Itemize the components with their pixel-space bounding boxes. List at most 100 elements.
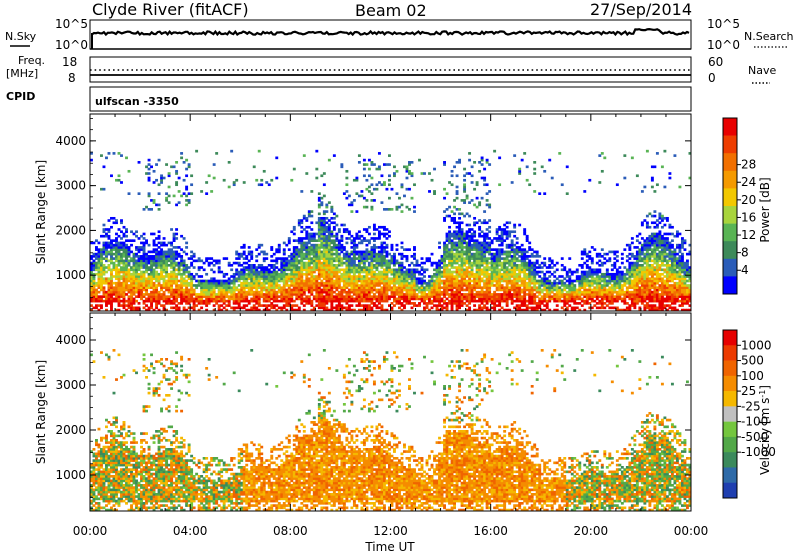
heat-cell (352, 255, 356, 258)
heat-cell (90, 266, 93, 269)
heat-cell (468, 248, 472, 251)
heat-cell (312, 308, 316, 312)
heat-cell (367, 174, 371, 178)
heat-cell (310, 250, 314, 254)
heat-cell (550, 286, 554, 290)
heat-cell (170, 248, 174, 251)
heat-cell (322, 295, 326, 298)
heat-cell (548, 270, 552, 274)
heat-cell (105, 248, 108, 251)
heat-cell (350, 297, 354, 301)
heat-cell (257, 277, 261, 281)
heat-cell (172, 194, 176, 198)
heat-cell (295, 255, 299, 258)
heat-cell (285, 268, 289, 272)
heat-cell (370, 259, 374, 263)
heat-cell (347, 232, 351, 236)
heat-cell (450, 259, 454, 263)
heat-cell (110, 299, 113, 303)
heat-cell (105, 234, 108, 238)
heat-cell (505, 286, 509, 290)
heat-cell (337, 241, 341, 245)
heat-cell (337, 304, 341, 307)
heat-cell (450, 210, 454, 213)
heat-cell (297, 308, 301, 312)
heat-cell (515, 263, 519, 267)
heat-cell (455, 246, 459, 249)
heat-cell (267, 281, 271, 285)
heat-cell (300, 293, 304, 296)
heat-cell (255, 266, 259, 269)
heat-cell (257, 297, 261, 301)
heat-cell (388, 304, 391, 307)
heat-cell (145, 266, 148, 269)
heat-cell (187, 275, 191, 278)
heat-cell (357, 295, 361, 298)
heat-cell (100, 272, 103, 276)
heat-cell (510, 302, 514, 305)
heat-cell (385, 295, 389, 298)
heat-cell (200, 299, 204, 303)
heat-cell (317, 304, 321, 307)
heat-cell (505, 234, 509, 238)
heat-cell (337, 275, 341, 278)
heat-cell (380, 257, 384, 260)
heat-cell (182, 192, 186, 195)
heat-cell (322, 290, 326, 294)
heat-cell (335, 304, 339, 307)
heat-cell (170, 277, 174, 281)
heat-cell (102, 288, 106, 292)
heat-cell (505, 297, 509, 301)
heat-cell (400, 275, 404, 278)
heat-cell (445, 302, 449, 305)
heat-cell (260, 272, 264, 276)
heat-cell (408, 208, 411, 211)
heat-cell (305, 268, 309, 272)
heat-cell (237, 297, 241, 301)
heat-cell (282, 261, 286, 265)
heat-cell (468, 261, 472, 265)
heat-cell (142, 263, 146, 267)
heat-cell (260, 281, 264, 285)
heat-cell (342, 290, 346, 294)
heat-cell (460, 248, 464, 251)
heat-cell (453, 293, 456, 296)
heat-cell (290, 259, 294, 263)
heat-cell (443, 248, 446, 251)
heat-cell (382, 275, 386, 278)
heat-cell (265, 297, 269, 301)
heat-cell (503, 295, 507, 298)
heat-cell (513, 288, 517, 292)
heat-cell (430, 286, 434, 290)
heat-cell (458, 304, 462, 307)
heat-cell (230, 281, 234, 285)
heat-cell (408, 270, 411, 274)
heat-cell (205, 304, 209, 307)
heat-cell (327, 237, 331, 240)
heat-cell (490, 293, 494, 296)
heat-cell (448, 279, 451, 283)
heat-cell (390, 288, 394, 292)
heat-cell (425, 281, 429, 285)
heat-cell (142, 266, 146, 269)
heat-cell (460, 281, 464, 285)
heat-cell (327, 239, 331, 242)
heat-cell (340, 163, 344, 166)
heat-cell (312, 259, 316, 263)
heat-cell (165, 281, 169, 285)
heat-cell (380, 255, 384, 258)
heat-cell (177, 252, 181, 256)
heat-cell (533, 161, 537, 164)
heat-cell (438, 281, 441, 285)
heat-cell (115, 284, 118, 287)
heat-cell (493, 252, 497, 256)
heat-cell (463, 257, 467, 260)
heat-cell (245, 266, 249, 269)
heat-cell (307, 210, 311, 213)
heat-cell (508, 250, 512, 254)
heat-cell (463, 275, 467, 278)
heat-cell (458, 232, 462, 236)
heat-cell (147, 306, 151, 310)
heat-cell (162, 268, 166, 272)
heat-cell (570, 295, 574, 298)
